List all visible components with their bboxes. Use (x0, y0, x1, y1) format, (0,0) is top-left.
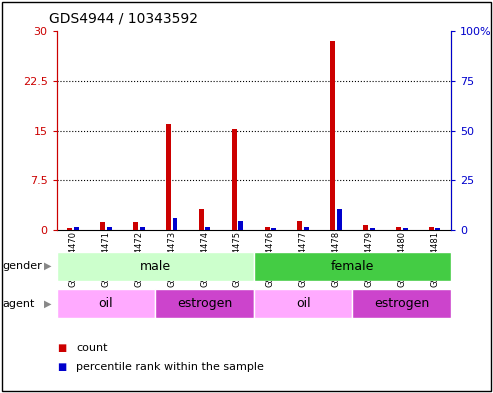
Bar (403, 228, 408, 230)
Bar (68, 228, 72, 230)
Text: oil: oil (99, 297, 113, 310)
Bar (57, 252, 254, 281)
Bar (297, 220, 302, 230)
Bar (363, 225, 368, 230)
Text: estrogen: estrogen (177, 297, 232, 310)
Bar (370, 228, 375, 230)
Text: gender: gender (2, 261, 42, 271)
Bar (330, 41, 335, 230)
Bar (100, 222, 105, 230)
Bar (166, 124, 171, 230)
Text: female: female (331, 260, 374, 273)
Bar (232, 129, 237, 230)
Bar (140, 227, 144, 230)
Bar (396, 227, 401, 230)
Text: oil: oil (296, 297, 311, 310)
Text: estrogen: estrogen (374, 297, 429, 310)
Text: ■: ■ (57, 362, 66, 373)
Text: agent: agent (2, 299, 35, 309)
Bar (238, 221, 243, 230)
Bar (57, 289, 155, 318)
Bar (173, 218, 177, 230)
Text: male: male (140, 260, 171, 273)
Bar (206, 227, 211, 230)
Bar (435, 228, 440, 230)
Bar (254, 252, 451, 281)
Text: ■: ■ (57, 343, 66, 353)
Bar (337, 209, 342, 230)
Text: ▶: ▶ (44, 299, 52, 309)
Bar (133, 222, 138, 230)
Bar (304, 227, 309, 230)
Text: ▶: ▶ (44, 261, 52, 271)
Text: GDS4944 / 10343592: GDS4944 / 10343592 (49, 12, 198, 26)
Bar (107, 227, 112, 230)
Bar (352, 289, 451, 318)
Bar (199, 209, 204, 230)
Bar (155, 289, 254, 318)
Bar (74, 227, 79, 230)
Bar (271, 228, 276, 230)
Bar (254, 289, 352, 318)
Bar (265, 227, 270, 230)
Bar (429, 227, 434, 230)
Text: percentile rank within the sample: percentile rank within the sample (76, 362, 264, 373)
Text: count: count (76, 343, 108, 353)
